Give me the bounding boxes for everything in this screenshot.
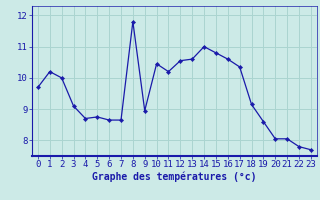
X-axis label: Graphe des températures (°c): Graphe des températures (°c) <box>92 172 257 182</box>
